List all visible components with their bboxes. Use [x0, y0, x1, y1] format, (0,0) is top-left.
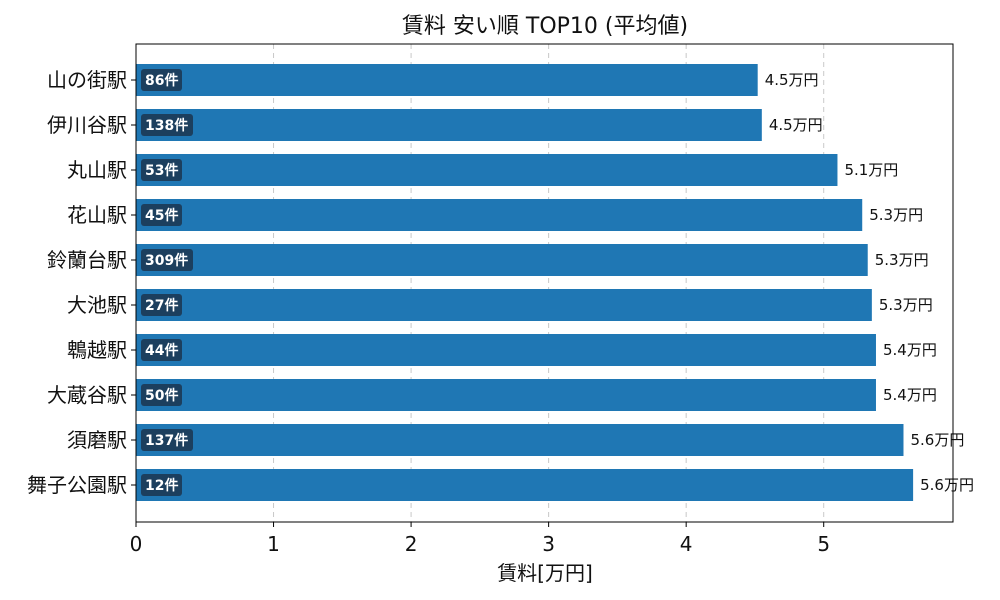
x-tick-label: 5 — [817, 532, 830, 556]
bar — [136, 289, 872, 321]
x-tick-label: 1 — [267, 532, 280, 556]
count-label: 138件 — [145, 117, 188, 134]
count-badge — [141, 429, 193, 451]
value-label: 5.1万円 — [844, 161, 898, 179]
count-label: 27件 — [145, 297, 178, 314]
y-tick-label: 大池駅 — [67, 293, 127, 317]
y-tick-label: 丸山駅 — [67, 158, 127, 182]
plot-frame — [135, 43, 954, 523]
count-label: 45件 — [145, 207, 178, 224]
y-tick-label: 花山駅 — [67, 203, 127, 227]
x-tick-label: 2 — [405, 532, 418, 556]
value-label: 5.6万円 — [910, 431, 964, 449]
bars — [136, 64, 914, 501]
bar — [136, 199, 863, 231]
value-label: 4.5万円 — [765, 71, 819, 89]
bar-labels: 4.5万円 86件 4.5万円 138件 5.1万円 53件 5.3万円 45件 5.3万円 30… — [141, 69, 974, 496]
bar — [136, 424, 904, 456]
bar — [136, 64, 758, 96]
count-badge — [141, 204, 182, 226]
count-badge — [141, 474, 182, 496]
y-tick-label: 鈴蘭台駅 — [47, 248, 127, 272]
count-badge — [141, 249, 193, 271]
value-label: 4.5万円 — [769, 116, 823, 134]
y-tick-label: 鵯越駅 — [67, 338, 127, 362]
count-badge — [141, 384, 182, 406]
count-badge — [141, 339, 182, 361]
y-tick-label: 須磨駅 — [67, 428, 127, 452]
bar — [136, 379, 876, 411]
value-label: 5.4万円 — [883, 386, 937, 404]
value-label: 5.3万円 — [869, 206, 923, 224]
value-label: 5.4万円 — [883, 341, 937, 359]
count-label: 44件 — [145, 342, 178, 359]
x-tick-label: 4 — [680, 532, 693, 556]
x-tick-label: 0 — [130, 532, 143, 556]
count-label: 86件 — [145, 72, 178, 89]
axes: 0 1 2 3 4 5 山の街駅伊川谷駅丸山駅花山駅鈴蘭台駅大池駅鵯越駅大蔵谷駅須磨駅舞子公… — [27, 43, 954, 556]
y-tick-label: 舞子公園駅 — [27, 473, 127, 497]
count-badge — [141, 294, 182, 316]
count-label: 309件 — [145, 252, 188, 269]
count-label: 53件 — [145, 162, 178, 179]
count-badge — [141, 114, 193, 136]
bar — [136, 334, 876, 366]
value-label: 5.3万円 — [879, 296, 933, 314]
y-tick-label: 大蔵谷駅 — [47, 383, 127, 407]
count-badge — [141, 159, 182, 181]
count-label: 12件 — [145, 477, 178, 494]
y-tick-label: 山の街駅 — [47, 68, 127, 92]
y-tick-label: 伊川谷駅 — [47, 113, 127, 137]
value-label: 5.6万円 — [920, 476, 974, 494]
bar — [136, 469, 914, 501]
count-label: 137件 — [145, 432, 188, 449]
x-axis-label: 賃料[万円] — [497, 561, 593, 585]
bar — [136, 154, 838, 186]
bar — [136, 244, 868, 276]
chart-title: 賃料 安い順 TOP10 (平均値) — [402, 14, 688, 39]
count-badge — [141, 69, 182, 91]
bar — [136, 109, 762, 141]
value-label: 5.3万円 — [875, 251, 929, 269]
x-tick-label: 3 — [542, 532, 555, 556]
count-label: 50件 — [145, 387, 178, 404]
